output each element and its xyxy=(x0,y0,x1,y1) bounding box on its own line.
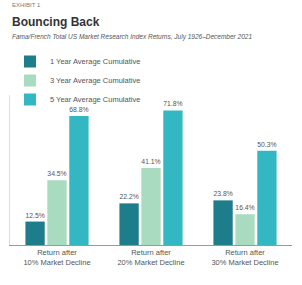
svg-text:Bouncing Back: Bouncing Back xyxy=(12,15,100,29)
svg-text:16.4%: 16.4% xyxy=(235,204,254,211)
svg-text:Fama/French Total US Market Re: Fama/French Total US Market Research Ind… xyxy=(12,33,252,41)
svg-text:Return after10% Market Decline: Return after10% Market Decline xyxy=(23,248,90,267)
svg-text:34.5%: 34.5% xyxy=(47,170,66,177)
svg-text:23.8%: 23.8% xyxy=(213,190,232,197)
svg-text:71.8%: 71.8% xyxy=(163,100,182,107)
svg-text:50.3%: 50.3% xyxy=(257,141,276,148)
svg-text:68.8%: 68.8% xyxy=(69,106,88,113)
svg-text:22.2%: 22.2% xyxy=(119,193,138,200)
svg-text:1 Year Average Cumulative: 1 Year Average Cumulative xyxy=(50,57,140,66)
svg-text:Return after20% Market Decline: Return after20% Market Decline xyxy=(117,248,184,267)
svg-text:3 Year Average Cumulative: 3 Year Average Cumulative xyxy=(50,76,140,85)
svg-text:Return after30% Market Decline: Return after30% Market Decline xyxy=(211,248,278,267)
svg-text:5 Year Average Cumulative: 5 Year Average Cumulative xyxy=(50,95,140,104)
svg-text:41.1%: 41.1% xyxy=(141,158,160,165)
svg-text:EXHIBIT 1: EXHIBIT 1 xyxy=(12,2,41,8)
svg-text:12.5%: 12.5% xyxy=(25,212,44,219)
